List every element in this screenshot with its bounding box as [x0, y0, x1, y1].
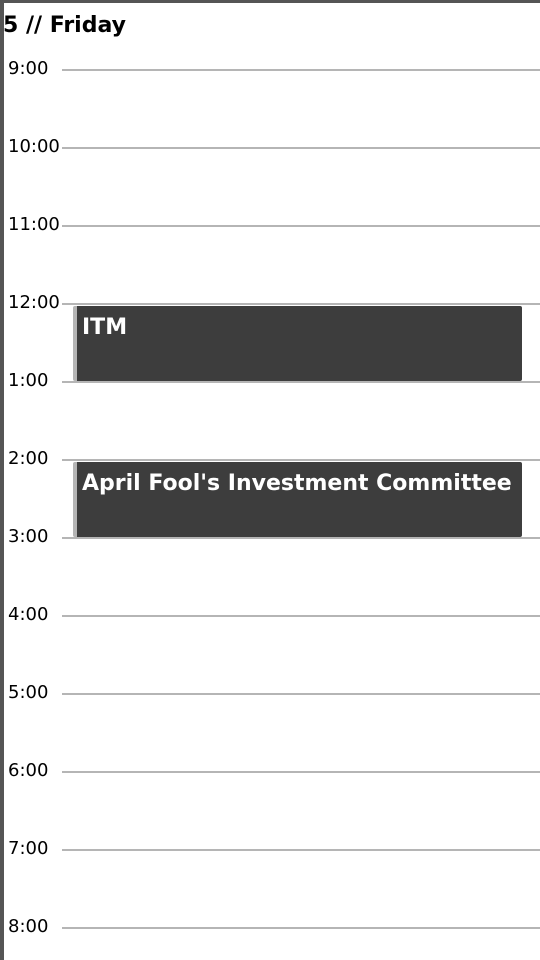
event-april-fools-investment-committee[interactable]: April Fool's Investment Committee: [73, 462, 522, 537]
hour-label: 5:00: [8, 682, 49, 703]
hour-label: 1:00: [8, 370, 49, 391]
hour-label: 3:00: [8, 526, 49, 547]
hour-label: 10:00: [8, 136, 60, 157]
hour-row-17: 5:00: [0, 682, 540, 703]
hour-label: 4:00: [8, 604, 49, 625]
event-title: April Fool's Investment Committee: [82, 471, 512, 496]
hour-gridline: [62, 849, 540, 851]
hour-label: 6:00: [8, 760, 49, 781]
hour-row-16: 4:00: [0, 604, 540, 625]
hour-label: 9:00: [8, 58, 49, 79]
hour-gridline: [62, 615, 540, 617]
event-title: ITM: [82, 315, 128, 340]
hour-label: 11:00: [8, 214, 60, 235]
hour-row-10: 10:00: [0, 136, 540, 157]
hour-row-19: 7:00: [0, 838, 540, 859]
left-border: [0, 0, 4, 960]
hour-gridline: [62, 225, 540, 227]
hour-label: 7:00: [8, 838, 49, 859]
event-itm[interactable]: ITM: [73, 306, 522, 381]
hour-row-20: 8:00: [0, 916, 540, 937]
hour-gridline: [62, 147, 540, 149]
hour-row-18: 6:00: [0, 760, 540, 781]
hour-gridline: [62, 459, 540, 461]
hour-row-13: 1:00: [0, 370, 540, 391]
hour-row-12: 12:00: [0, 292, 540, 313]
hour-label: 2:00: [8, 448, 49, 469]
hour-gridline: [62, 771, 540, 773]
hour-label: 8:00: [8, 916, 49, 937]
hour-gridline: [62, 381, 540, 383]
hour-row-15: 3:00: [0, 526, 540, 547]
hour-gridline: [62, 303, 540, 305]
hour-row-14: 2:00: [0, 448, 540, 469]
page-title: 5 // Friday: [3, 13, 126, 38]
hour-gridline: [62, 69, 540, 71]
hour-label: 12:00: [8, 292, 60, 313]
hour-gridline: [62, 693, 540, 695]
hour-gridline: [62, 927, 540, 929]
hour-gridline: [62, 537, 540, 539]
top-border: [0, 0, 540, 3]
hour-row-9: 9:00: [0, 58, 540, 79]
hour-row-11: 11:00: [0, 214, 540, 235]
